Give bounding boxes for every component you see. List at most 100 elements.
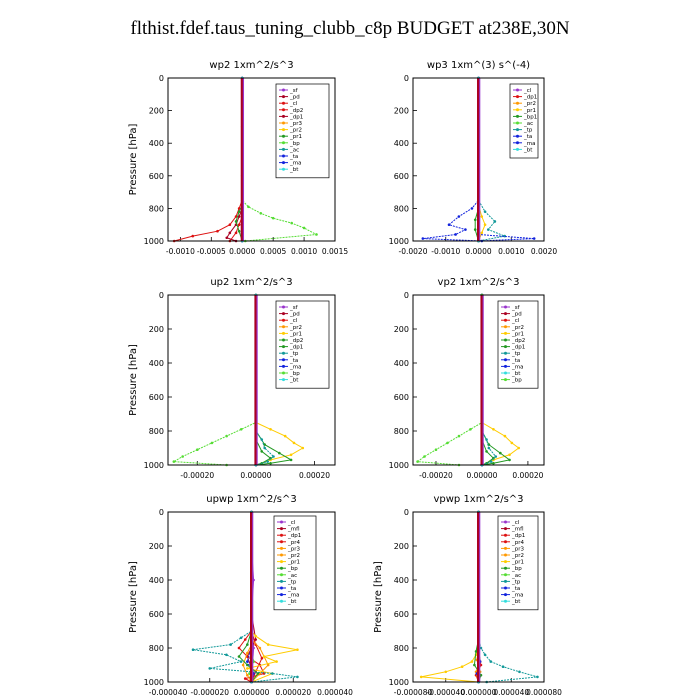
x-tick-label: 0.000040 (493, 688, 529, 697)
data-point_tp (536, 675, 539, 679)
chart-panel-1: wp2 1xm^2/s^3 Pressure [hPa] 0 200 400 600 800… (128, 60, 348, 256)
data-point_tp (225, 653, 228, 657)
data-point_pr1 (296, 648, 299, 651)
data-point_dp2 (237, 223, 241, 226)
data-point_pr3 (258, 646, 262, 650)
data-point_pr1 (283, 434, 287, 438)
legend-label: _pd (289, 312, 300, 318)
legend-marker (504, 312, 507, 316)
legend-marker (504, 593, 507, 597)
legend-marker (280, 546, 283, 550)
plot-frame (167, 294, 336, 466)
legend-marker (282, 345, 285, 349)
legend-marker (504, 546, 507, 550)
legend-label: _mfl (287, 527, 300, 533)
data-point_dp2 (289, 458, 293, 462)
data-point_pr1 (483, 223, 487, 226)
data-point_pr1 (470, 660, 474, 663)
y-tick-label: 1000 (144, 237, 164, 246)
legend-label: _tp (289, 351, 299, 357)
legend-label: _ta (511, 358, 520, 364)
chart-title: upwp 1xm^2/s^3 (206, 494, 296, 505)
legend-label: _ma (289, 364, 301, 370)
data-point_pr1 (510, 441, 514, 445)
data-point_tp (487, 446, 491, 450)
data-point_bp (271, 216, 275, 220)
legend-marker (280, 599, 283, 603)
legend-marker (282, 141, 285, 145)
y-tick-label: 400 (149, 139, 164, 148)
x-tick-label: -0.00020 (419, 471, 453, 480)
data-point_tp (260, 438, 264, 441)
legend-label: _ma (287, 593, 299, 599)
data-point_bp (479, 673, 483, 677)
legend-marker (516, 147, 519, 151)
data-point_tp (266, 460, 269, 463)
legend-marker (504, 345, 507, 349)
legend-marker (504, 351, 507, 355)
plot-frame (167, 77, 336, 242)
legend-label: _pr2 (511, 553, 524, 559)
legend-marker (504, 586, 507, 590)
legend-marker (282, 331, 285, 335)
legend-label: _ta (523, 134, 532, 140)
legend-label: _bp (289, 141, 300, 147)
legend-label: _ac (289, 147, 299, 153)
legend-marker (504, 325, 507, 329)
legend-marker (516, 121, 519, 125)
chart-title: wp2 1xm^2/s^3 (209, 60, 293, 71)
legend-marker (504, 527, 507, 531)
data-point_tp (229, 643, 232, 646)
data-point_tp (494, 455, 498, 458)
data-point_tp (489, 460, 493, 463)
x-tick-label: -0.0020 (399, 247, 428, 256)
legend-marker (504, 553, 507, 557)
legend-marker (504, 378, 507, 382)
chart-panel-5: upwp 1xm^2/s^3 Pressure [hPa] 0 200 400 600 80… (128, 494, 353, 697)
data-point_bp (237, 655, 241, 658)
data-point_bp (246, 663, 249, 667)
data-point_pr1 (492, 428, 495, 431)
data-point_tp (483, 210, 487, 213)
x-tick-label: 0.00020 (512, 471, 543, 480)
legend-marker (280, 533, 283, 537)
legend-label: _sf (511, 305, 521, 311)
chart-title: up2 1xm^2/s^3 (210, 277, 292, 288)
y-tick-label: 600 (149, 393, 164, 402)
legend-label: _pr2 (287, 553, 300, 559)
x-tick-label: 0.0010 (291, 247, 317, 256)
legend-label: _cl (289, 101, 298, 107)
data-point_pr1 (262, 655, 266, 658)
legend-marker (504, 318, 507, 322)
data-point_dp2 (278, 451, 281, 455)
legend-label: _pr2 (289, 325, 302, 331)
data-point_bp (474, 650, 478, 653)
data-point_pr1 (517, 446, 521, 450)
legend-label: _dp2 (289, 338, 303, 344)
data-point_dp1 (237, 646, 241, 650)
legend-label: _dp2 (289, 108, 303, 114)
legend-label: _ta (289, 154, 298, 160)
legend-marker (504, 599, 507, 603)
y-tick-label: 600 (394, 610, 409, 619)
data-point_pr1 (237, 229, 241, 233)
data-point_pr1 (419, 675, 423, 679)
legend-label: _cl (511, 318, 520, 324)
legend-marker (282, 101, 285, 105)
y-tick-label: 400 (149, 359, 164, 368)
legend-marker (280, 553, 283, 557)
legend-label: _ac (287, 573, 297, 579)
data-point_bp (434, 448, 438, 452)
legend-label: _tp (287, 579, 297, 585)
legend-marker (504, 364, 507, 368)
legend-label: _pr3 (287, 546, 301, 552)
data-point_pr1 (237, 210, 241, 213)
legend-marker (516, 101, 519, 105)
chart-panel-4: vp2 1xm^2/s^3 0 200 400 600 800 1000 -0.00020 0.… (389, 277, 545, 480)
legend-marker (280, 593, 283, 597)
series-line_pr1 (247, 512, 298, 683)
legend-label: _pr1 (523, 108, 536, 114)
legend-label: _sf (289, 305, 299, 311)
data-point_cl (228, 223, 232, 226)
legend-marker (282, 378, 285, 382)
